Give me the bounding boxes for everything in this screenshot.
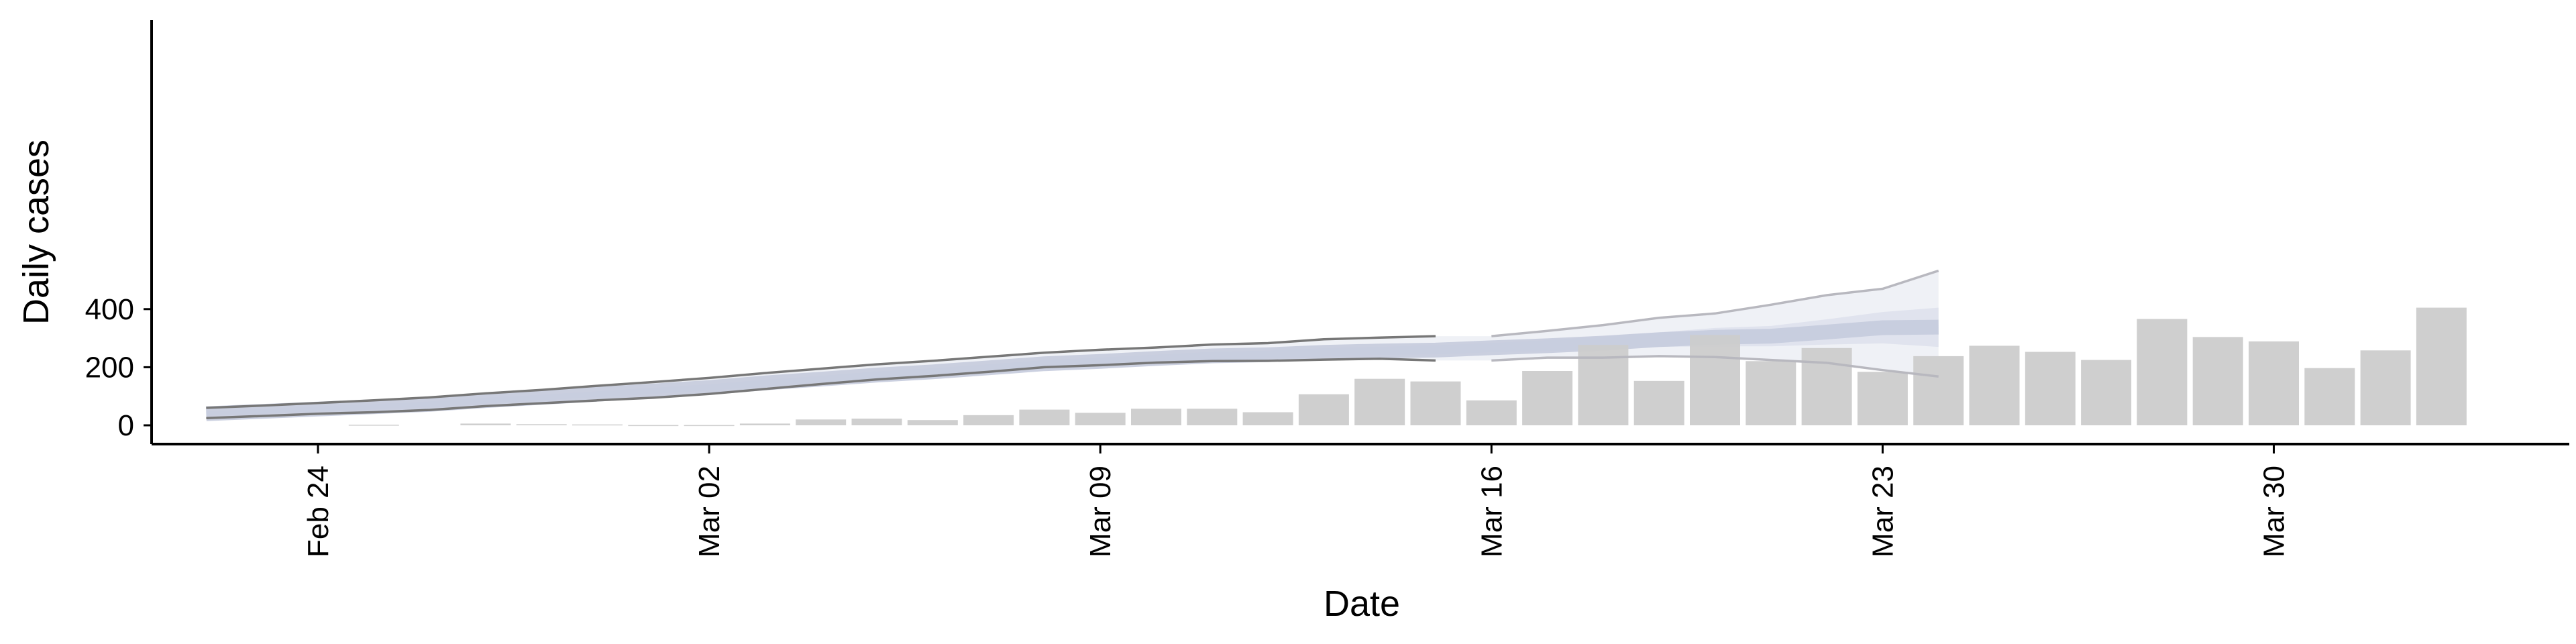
bar-2020-03-04 bbox=[796, 419, 847, 425]
x-tick-label-2020-03-09: Mar 09 bbox=[1084, 466, 1117, 557]
x-tick-label-2020-02-24: Feb 24 bbox=[302, 466, 335, 557]
y-tick-label-400: 400 bbox=[85, 293, 134, 326]
outer-upper-line-late bbox=[1491, 269, 1939, 337]
outer-upper-line bbox=[206, 335, 1436, 409]
bar-2020-03-13 bbox=[1298, 394, 1349, 425]
x-tick-label-2020-03-23: Mar 23 bbox=[1866, 466, 1899, 557]
bar-2020-03-16 bbox=[1466, 400, 1517, 425]
bar-2020-03-28 bbox=[2137, 319, 2188, 425]
bar-2020-03-06 bbox=[907, 420, 958, 425]
y-ticks: 0 200 400 bbox=[85, 293, 152, 442]
bar-2020-03-24 bbox=[1913, 356, 1964, 425]
bar-2020-03-03 bbox=[739, 423, 790, 425]
outer-lower-line-late bbox=[1491, 355, 1939, 378]
bar-2020-02-25 bbox=[348, 425, 399, 426]
bar-2020-03-26 bbox=[2025, 352, 2076, 425]
bar-2020-03-09 bbox=[1075, 413, 1126, 425]
bar-2020-03-30 bbox=[2249, 341, 2299, 425]
bar-2020-03-17 bbox=[1522, 371, 1573, 425]
estimate-bound-lines bbox=[206, 269, 1939, 419]
bar-2020-03-22 bbox=[1801, 347, 1852, 425]
bar-2020-03-23 bbox=[1857, 372, 1908, 425]
y-tick-label-200: 200 bbox=[85, 351, 134, 384]
bar-2020-02-28 bbox=[516, 424, 567, 425]
x-tick-label-2020-03-02: Mar 02 bbox=[693, 466, 726, 557]
bar-2020-03-15 bbox=[1410, 381, 1461, 425]
bar-2020-03-25 bbox=[1969, 345, 2020, 425]
bar-2020-03-27 bbox=[2081, 360, 2132, 425]
x-tick-label-2020-03-16: Mar 16 bbox=[1475, 466, 1508, 557]
bar-2020-03-07 bbox=[963, 415, 1014, 425]
x-axis-title: Date bbox=[1324, 584, 1400, 624]
bar-2020-04-01 bbox=[2360, 350, 2411, 425]
y-axis-title: Daily cases bbox=[16, 140, 56, 325]
x-ticks: Feb 24 Mar 02 Mar 09 Mar 16 Mar 23 Mar 30 bbox=[302, 444, 2291, 557]
bar-2020-03-21 bbox=[1746, 361, 1796, 425]
y-tick-label-0: 0 bbox=[118, 409, 134, 442]
bar-2020-02-27 bbox=[460, 423, 511, 425]
axes bbox=[150, 20, 2569, 445]
bar-2020-04-02 bbox=[2416, 307, 2467, 425]
x-tick-label-2020-03-30: Mar 30 bbox=[2258, 466, 2291, 557]
bar-2020-03-10 bbox=[1131, 409, 1181, 425]
outer-lower-line bbox=[206, 358, 1436, 419]
bar-2020-03-12 bbox=[1242, 412, 1293, 425]
bar-2020-03-20 bbox=[1690, 335, 1740, 425]
bar-2020-03-19 bbox=[1633, 380, 1684, 425]
bar-2020-03-14 bbox=[1354, 378, 1405, 425]
bar-2020-03-01 bbox=[628, 425, 679, 427]
bar-2020-03-31 bbox=[2304, 368, 2355, 425]
daily-case-bars bbox=[348, 307, 2467, 427]
bar-2020-02-29 bbox=[572, 424, 623, 426]
bar-2020-03-11 bbox=[1187, 409, 1238, 425]
bar-2020-03-29 bbox=[2192, 337, 2243, 425]
bar-2020-03-02 bbox=[684, 425, 735, 427]
bar-2020-03-08 bbox=[1019, 409, 1070, 425]
bar-2020-03-05 bbox=[851, 419, 902, 425]
inner-interval-band bbox=[205, 319, 1939, 421]
estimate-bands bbox=[205, 270, 1939, 421]
